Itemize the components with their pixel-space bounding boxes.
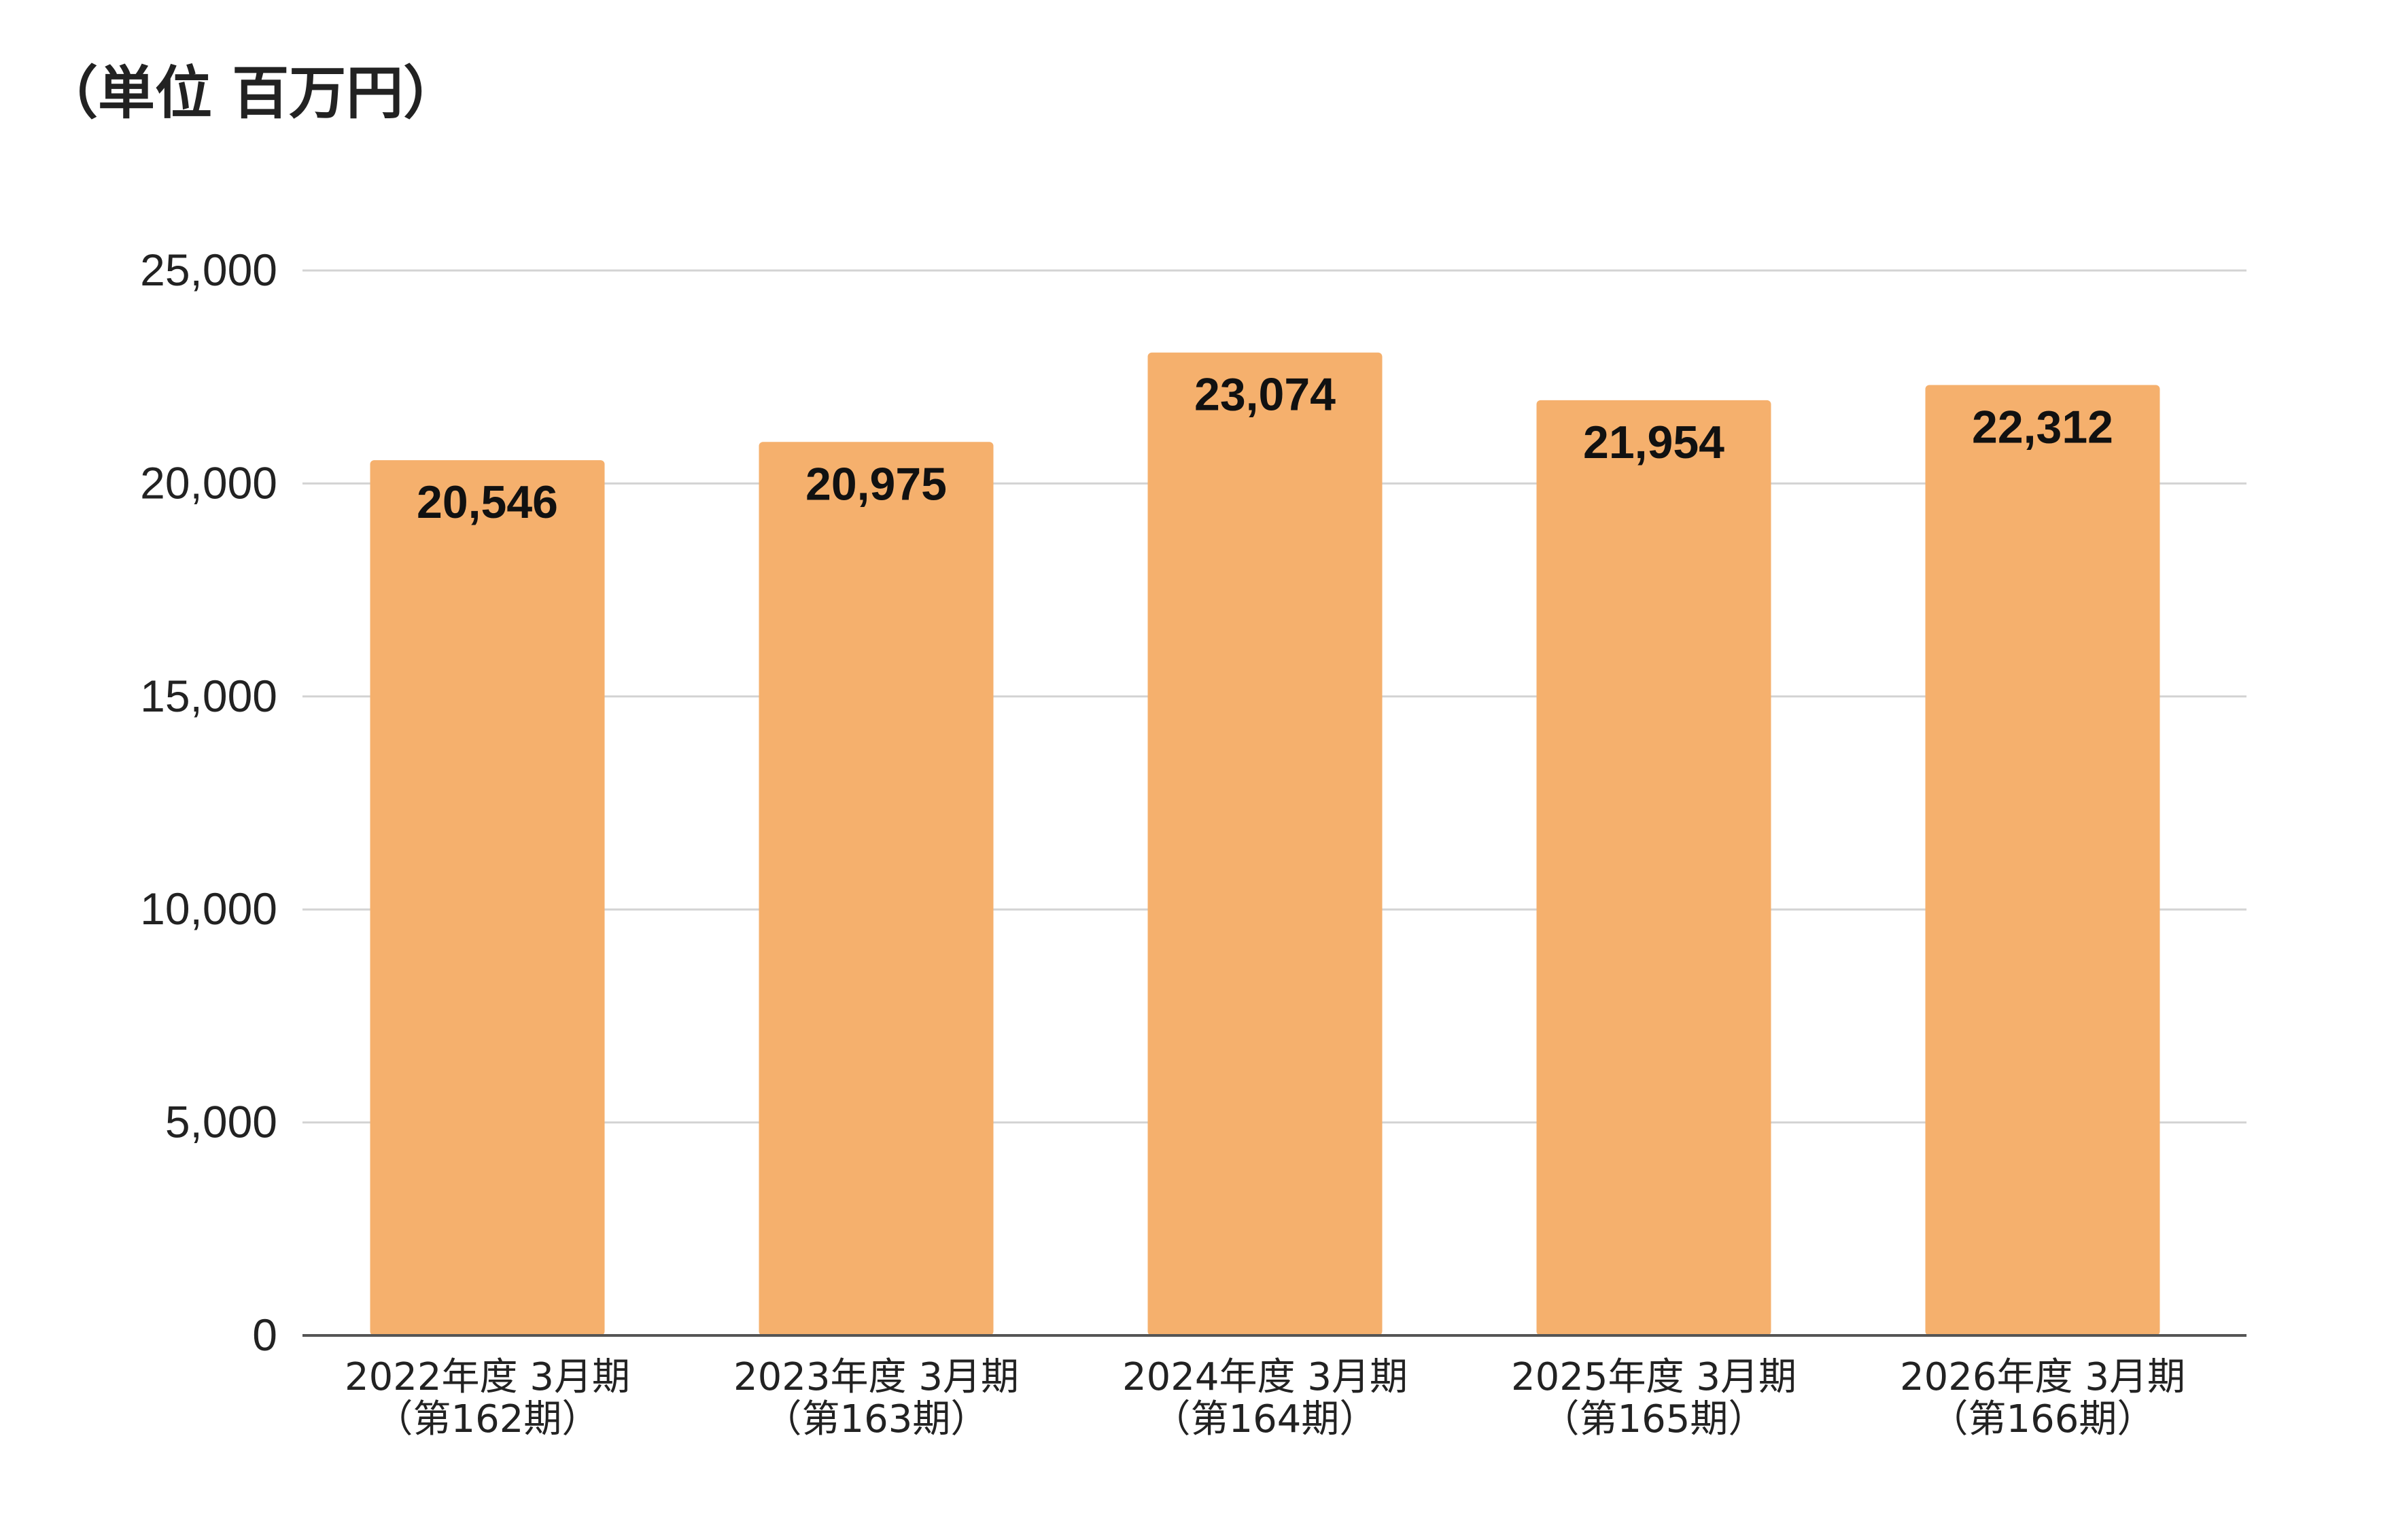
y-axis-tick-labels: 0 5,000 10,000 15,000 20,000 25,000 <box>140 245 277 1360</box>
bar <box>1147 352 1383 1335</box>
data-label: 22,312 <box>1972 401 2113 453</box>
bar <box>759 442 994 1335</box>
data-label: 20,546 <box>417 476 558 528</box>
x-axis-category-labels: 2022年度 3月期（第162期） 2023年度 3月期（第163期） 2024年度… <box>345 1355 2185 1441</box>
data-label: 20,975 <box>805 458 947 510</box>
x-tick-label: （第166期） <box>1930 1397 2155 1441</box>
y-tick-label: 20,000 <box>140 457 277 508</box>
y-tick-label: 15,000 <box>140 671 277 721</box>
data-label: 23,074 <box>1194 369 1336 421</box>
unit-label: （単位 百万円） <box>41 60 461 126</box>
data-label: 21,954 <box>1583 417 1724 468</box>
bars: 20,546 20,975 23,074 21,954 22,312 <box>370 352 2160 1335</box>
x-tick-label: 2025年度 3月期 <box>1511 1355 1797 1399</box>
x-tick-label: 2023年度 3月期 <box>733 1355 1019 1399</box>
x-tick-label: 2024年度 3月期 <box>1122 1355 1408 1399</box>
x-tick-label: （第162期） <box>375 1397 600 1441</box>
x-tick-label: 2022年度 3月期 <box>345 1355 630 1399</box>
y-tick-label: 0 <box>252 1310 277 1360</box>
x-tick-label: （第163期） <box>764 1397 989 1441</box>
y-tick-label: 10,000 <box>140 883 277 934</box>
x-tick-label: （第164期） <box>1153 1397 1378 1441</box>
bar <box>370 460 605 1335</box>
bar <box>1536 400 1771 1335</box>
x-tick-label: （第165期） <box>1542 1397 1767 1441</box>
x-tick-label: 2026年度 3月期 <box>1900 1355 2185 1399</box>
bar <box>1925 385 2160 1335</box>
y-tick-label: 5,000 <box>165 1097 277 1147</box>
y-tick-label: 25,000 <box>140 245 277 295</box>
